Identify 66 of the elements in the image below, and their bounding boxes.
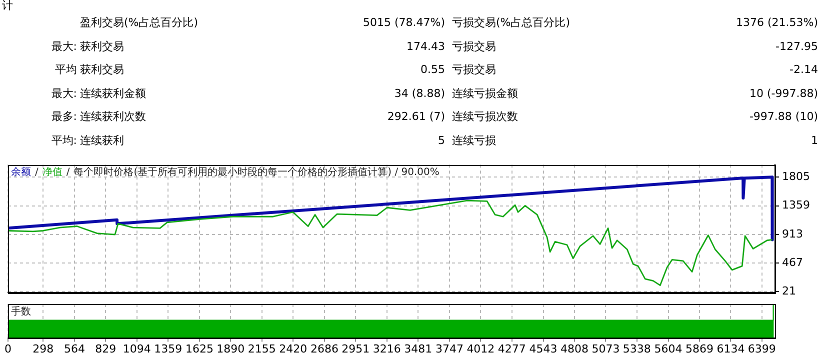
text: 连续获利 bbox=[80, 133, 124, 149]
text: 5 bbox=[438, 133, 445, 149]
text: 174.43 bbox=[406, 38, 445, 55]
x-tick-label: 2951 bbox=[342, 342, 370, 356]
y-tick-label: 467 bbox=[782, 256, 803, 269]
text: 1 bbox=[811, 133, 818, 149]
x-tick-label: 3481 bbox=[404, 342, 432, 356]
text: 最多: bbox=[51, 109, 77, 126]
x-tick-label: 4543 bbox=[529, 342, 558, 356]
x-tick-label: 4012 bbox=[466, 342, 495, 356]
text: 净值 bbox=[42, 166, 62, 178]
text: 最大: bbox=[51, 38, 77, 55]
x-tick-label: 1094 bbox=[122, 342, 151, 356]
text: 10 (-997.88) bbox=[749, 86, 818, 102]
text: 最大: bbox=[51, 86, 77, 102]
x-tick-label: 3747 bbox=[435, 342, 464, 356]
text: 获利交易 bbox=[80, 62, 124, 78]
x-tick-label: 829 bbox=[95, 342, 116, 356]
text: 余额 bbox=[11, 166, 31, 178]
annotation: / bbox=[35, 167, 39, 178]
x-tick-label: 2420 bbox=[279, 342, 308, 356]
annotation: / bbox=[66, 167, 70, 178]
y-tick-label: 1805 bbox=[782, 170, 810, 183]
x-tick-label: 2155 bbox=[248, 342, 276, 356]
text: -997.88 (10) bbox=[749, 109, 818, 126]
text: 亏损交易 bbox=[452, 38, 496, 55]
x-tick-label: 5338 bbox=[622, 342, 651, 356]
x-tick-label: 6399 bbox=[748, 342, 776, 356]
text: -127.95 bbox=[776, 38, 818, 55]
text: 连续亏损金额 bbox=[452, 86, 518, 102]
x-tick-label: 4277 bbox=[498, 342, 526, 356]
x-tick-label: 1359 bbox=[154, 342, 182, 356]
text: 计 bbox=[2, 0, 13, 14]
text: 连续获利金额 bbox=[80, 86, 146, 102]
chart-title: 手数 bbox=[11, 306, 31, 318]
text: 连续亏损 bbox=[452, 133, 496, 149]
x-tick-label: 5073 bbox=[592, 342, 620, 356]
text: 1376 (21.53%) bbox=[736, 15, 818, 31]
text: 平均 bbox=[55, 62, 77, 78]
text: 亏损交易(%占总百分比) bbox=[452, 15, 570, 31]
x-tick-label: 1890 bbox=[216, 342, 245, 356]
text: 平均: bbox=[51, 133, 77, 149]
x-tick-label: 6134 bbox=[716, 342, 745, 356]
text: 获利交易 bbox=[80, 38, 124, 55]
x-tick-label: 4808 bbox=[560, 342, 588, 356]
chart-title: 每个即时价格(基于所有可利用的最小时段的每一个价格的分形插值计算) / 90.00% bbox=[74, 166, 440, 178]
x-tick-label: 1625 bbox=[185, 342, 214, 356]
text: 亏损交易 bbox=[452, 62, 496, 78]
x-tick-label: 5869 bbox=[685, 342, 714, 356]
text: 连续获利次数 bbox=[80, 109, 146, 126]
text: -2.14 bbox=[790, 62, 818, 78]
x-tick-label: 564 bbox=[64, 342, 85, 356]
text: 292.61 (7) bbox=[387, 109, 445, 126]
x-tick-label: 3216 bbox=[372, 342, 401, 356]
x-tick-label: 298 bbox=[32, 342, 54, 356]
text: 5015 (78.47%) bbox=[362, 15, 445, 31]
text: 34 (8.88) bbox=[394, 86, 445, 102]
x-tick-label: 0 bbox=[4, 342, 12, 356]
text: 盈利交易(%占总百分比) bbox=[80, 15, 198, 31]
x-tick-label: 5604 bbox=[654, 342, 682, 356]
x-tick-label: 2686 bbox=[310, 342, 338, 356]
y-tick-label: 21 bbox=[782, 284, 796, 298]
y-tick-label: 913 bbox=[782, 227, 803, 240]
text: 0.55 bbox=[420, 62, 445, 78]
text: 连续亏损次数 bbox=[452, 109, 518, 126]
y-tick-label: 1359 bbox=[782, 198, 810, 212]
